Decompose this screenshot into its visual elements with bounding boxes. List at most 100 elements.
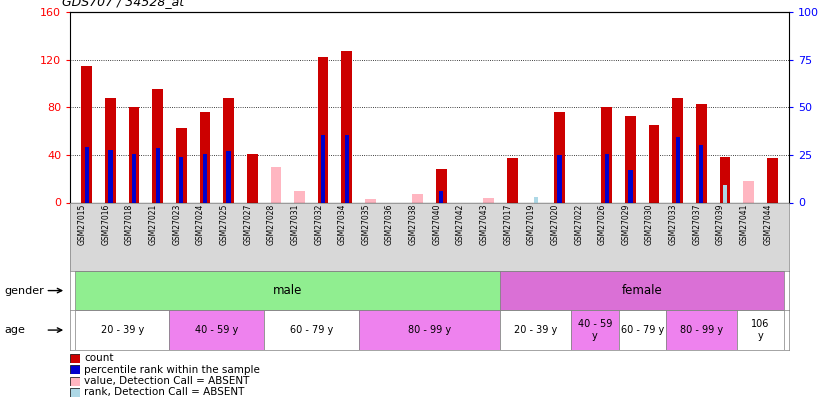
Bar (105, 98, 116, 202)
Text: GSM27037: GSM27037 (692, 204, 701, 245)
Bar (412, 194, 423, 202)
Text: GSM27041: GSM27041 (739, 204, 748, 245)
Bar (223, 98, 234, 202)
Bar (132, 154, 136, 202)
Text: 20 - 39 y: 20 - 39 y (101, 325, 144, 335)
Text: GSM27022: GSM27022 (574, 204, 583, 245)
Bar (625, 116, 636, 202)
Bar (365, 199, 376, 202)
Bar (152, 90, 163, 202)
Text: GDS707 / 34528_at: GDS707 / 34528_at (62, 0, 184, 8)
Bar (672, 98, 683, 202)
Bar (321, 135, 325, 202)
Bar (176, 128, 187, 202)
Bar (264, 310, 358, 350)
Bar (648, 125, 659, 202)
Bar (200, 112, 211, 202)
Bar (341, 51, 352, 202)
Bar (719, 157, 730, 202)
Bar (666, 310, 737, 350)
Text: GSM27038: GSM27038 (409, 204, 418, 245)
Bar (767, 158, 777, 202)
Bar (605, 154, 609, 202)
Text: GSM27015: GSM27015 (78, 204, 87, 245)
Bar (179, 157, 183, 202)
Text: GSM27042: GSM27042 (456, 204, 465, 245)
Text: percentile rank within the sample: percentile rank within the sample (84, 365, 260, 375)
Text: 60 - 79 y: 60 - 79 y (620, 325, 664, 335)
Text: male: male (273, 284, 302, 297)
Text: value, Detection Call = ABSENT: value, Detection Call = ABSENT (84, 376, 249, 386)
Text: GSM27036: GSM27036 (385, 204, 394, 245)
Bar (629, 171, 633, 202)
Text: GSM27032: GSM27032 (314, 204, 323, 245)
Text: GSM27033: GSM27033 (669, 204, 677, 245)
Bar (82, 66, 92, 202)
Text: GSM27019: GSM27019 (527, 204, 536, 245)
Bar (676, 137, 680, 202)
Bar (247, 154, 258, 202)
Text: GSM27035: GSM27035 (362, 204, 370, 245)
Text: GSM27025: GSM27025 (220, 204, 229, 245)
Text: female: female (622, 284, 662, 297)
Text: GSM27030: GSM27030 (645, 204, 654, 245)
Bar (439, 191, 444, 202)
Bar (501, 271, 784, 310)
Bar (700, 145, 704, 202)
Bar (696, 104, 707, 202)
Text: GSM27031: GSM27031 (291, 204, 300, 245)
Bar (226, 151, 230, 202)
Bar (723, 185, 727, 202)
Text: GSM27017: GSM27017 (503, 204, 512, 245)
Bar (84, 147, 89, 202)
Text: GSM27029: GSM27029 (621, 204, 630, 245)
Text: count: count (84, 354, 114, 363)
Bar (294, 191, 305, 202)
Text: GSM27034: GSM27034 (338, 204, 347, 245)
Text: GSM27026: GSM27026 (598, 204, 607, 245)
Bar (436, 169, 447, 202)
Text: 106
y: 106 y (752, 319, 770, 341)
Text: GSM27040: GSM27040 (432, 204, 441, 245)
Text: 60 - 79 y: 60 - 79 y (290, 325, 333, 335)
Bar (75, 310, 169, 350)
Text: 40 - 59
y: 40 - 59 y (578, 319, 612, 341)
Text: GSM27024: GSM27024 (196, 204, 205, 245)
Bar (108, 150, 112, 202)
Bar (558, 155, 562, 202)
Bar (344, 135, 349, 202)
Bar (169, 310, 264, 350)
Text: 80 - 99 y: 80 - 99 y (680, 325, 723, 335)
Bar (501, 310, 572, 350)
Bar (507, 158, 518, 202)
Bar (554, 112, 565, 202)
Bar (534, 196, 538, 202)
Text: 80 - 99 y: 80 - 99 y (408, 325, 451, 335)
Text: GSM27044: GSM27044 (763, 204, 772, 245)
Bar (358, 310, 501, 350)
Text: GSM27027: GSM27027 (243, 204, 252, 245)
Bar (483, 198, 494, 202)
Bar (271, 167, 281, 202)
Text: gender: gender (4, 286, 44, 296)
Bar (601, 107, 612, 202)
Text: GSM27018: GSM27018 (125, 204, 134, 245)
Text: GSM27043: GSM27043 (480, 204, 489, 245)
Bar (619, 310, 666, 350)
Text: GSM27016: GSM27016 (102, 204, 111, 245)
Bar (743, 181, 754, 202)
Text: age: age (4, 325, 25, 335)
Text: rank, Detection Call = ABSENT: rank, Detection Call = ABSENT (84, 388, 244, 397)
Text: 20 - 39 y: 20 - 39 y (515, 325, 558, 335)
Text: GSM27023: GSM27023 (173, 204, 182, 245)
Bar (203, 154, 207, 202)
Bar (318, 58, 329, 202)
Bar (129, 107, 140, 202)
Bar (737, 310, 784, 350)
Bar (75, 271, 501, 310)
Bar (572, 310, 619, 350)
Text: GSM27028: GSM27028 (267, 204, 276, 245)
Text: GSM27039: GSM27039 (716, 204, 725, 245)
Text: 40 - 59 y: 40 - 59 y (195, 325, 239, 335)
Bar (155, 148, 159, 202)
